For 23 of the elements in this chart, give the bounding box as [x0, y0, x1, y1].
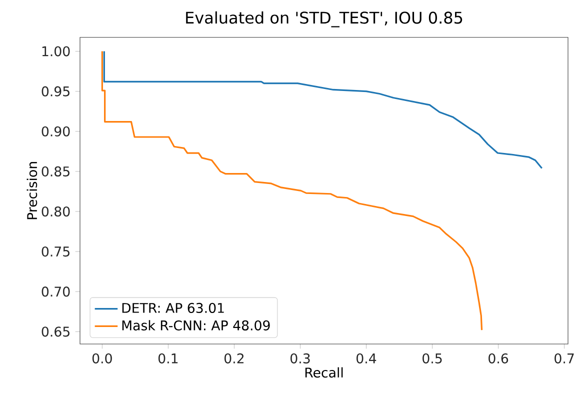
line-series	[103, 50, 543, 170]
x-tick-label: 0.3	[290, 353, 310, 364]
y-tick-label: 0.80	[42, 206, 70, 217]
y-axis-title: Precision	[26, 162, 38, 220]
x-tick-label: 0.4	[356, 353, 376, 364]
y-tick-label: 0.75	[42, 246, 70, 257]
y-tick-label: 0.85	[42, 166, 70, 176]
y-tick-label: 0.65	[42, 326, 70, 337]
y-tick-label: 1.00	[42, 46, 70, 56]
legend-label: DETR: AP 63.01	[122, 302, 224, 313]
x-tick-label: 0.7	[554, 353, 574, 364]
legend-label: Mask R-CNN: AP 48.09	[122, 320, 270, 330]
x-tick-label: 0.5	[422, 353, 442, 364]
chart-title: Evaluated on 'STD_TEST', IOU 0.85	[186, 11, 462, 28]
x-tick-label: 0.6	[488, 353, 508, 364]
x-axis-title: Recall	[305, 367, 343, 378]
x-tick-label: 0.1	[158, 353, 178, 364]
x-tick-label: 0.0	[92, 353, 112, 364]
y-tick-label: 0.90	[42, 126, 70, 136]
y-tick-label: 0.70	[42, 286, 70, 297]
line-series	[101, 50, 483, 331]
y-tick-label: 0.95	[42, 86, 70, 96]
x-tick-label: 0.2	[224, 353, 244, 364]
